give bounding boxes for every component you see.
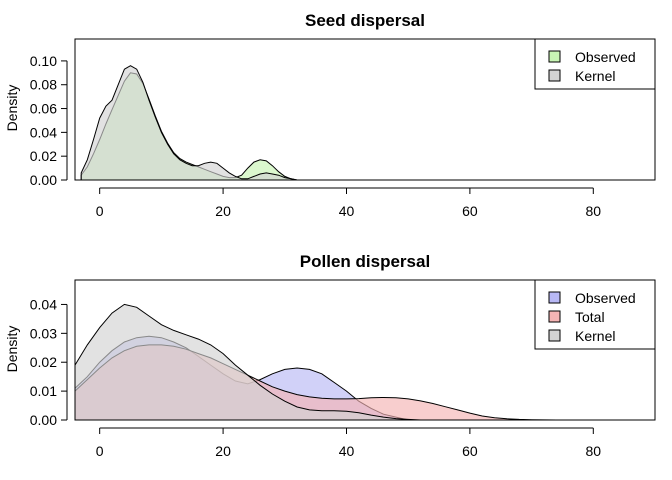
y-tick-label: 0.01: [30, 383, 57, 399]
seed-dispersal-panel: Seed dispersal Density 0.00 0.02 0.04 0.06 0…: [4, 11, 656, 219]
legend-swatch-kernel: [548, 69, 561, 82]
pollen-dispersal-panel: Pollen dispersal Density 0.00 0.01 0.02 0.0…: [4, 252, 656, 459]
y-tick-label: 0.04: [30, 296, 57, 312]
legend: Observed Total Kernel: [534, 279, 656, 350]
series-area-kernel: [80, 65, 298, 181]
x-tick-label: 20: [215, 203, 231, 219]
legend-label-total: Total: [575, 309, 605, 325]
legend-swatch-observed: [548, 50, 561, 63]
series-area-kernel: [74, 303, 581, 421]
legend-label-kernel: Kernel: [575, 328, 615, 344]
x-tick-label: 0: [96, 203, 104, 219]
x-tick-label: 80: [586, 443, 602, 459]
y-tick-label: 0.06: [30, 101, 57, 117]
legend-label-observed: Observed: [575, 290, 636, 306]
x-tick-label: 60: [462, 203, 478, 219]
legend-box: [534, 38, 656, 90]
legend: Observed Kernel: [534, 38, 656, 90]
y-tick-label: 0.10: [30, 53, 57, 69]
plot-frame: [74, 279, 656, 421]
x-tick-label: 20: [215, 443, 231, 459]
x-tick-label: 40: [339, 203, 355, 219]
y-tick-label: 0.02: [30, 148, 57, 164]
y-axis-label: Density: [4, 326, 20, 373]
legend-swatch-kernel: [548, 329, 561, 342]
legend-swatch-observed: [548, 291, 561, 304]
plot-frame: [74, 38, 656, 181]
x-tick-label: 80: [586, 203, 602, 219]
y-tick-label: 0.03: [30, 325, 57, 341]
legend-swatch-total: [548, 310, 561, 323]
y-tick-label: 0.04: [30, 124, 57, 140]
legend-label-observed: Observed: [575, 49, 636, 65]
y-tick-label: 0.08: [30, 77, 57, 93]
y-tick-label: 0.02: [30, 354, 57, 370]
x-tick-label: 0: [96, 443, 104, 459]
y-tick-label: 0.00: [30, 172, 57, 188]
legend-label-kernel: Kernel: [575, 68, 615, 84]
chart-title: Pollen dispersal: [300, 252, 430, 271]
chart-title: Seed dispersal: [305, 11, 425, 30]
y-axis-label: Density: [4, 85, 20, 132]
x-tick-label: 40: [339, 443, 355, 459]
y-tick-label: 0.00: [30, 412, 57, 428]
x-tick-label: 60: [462, 443, 478, 459]
